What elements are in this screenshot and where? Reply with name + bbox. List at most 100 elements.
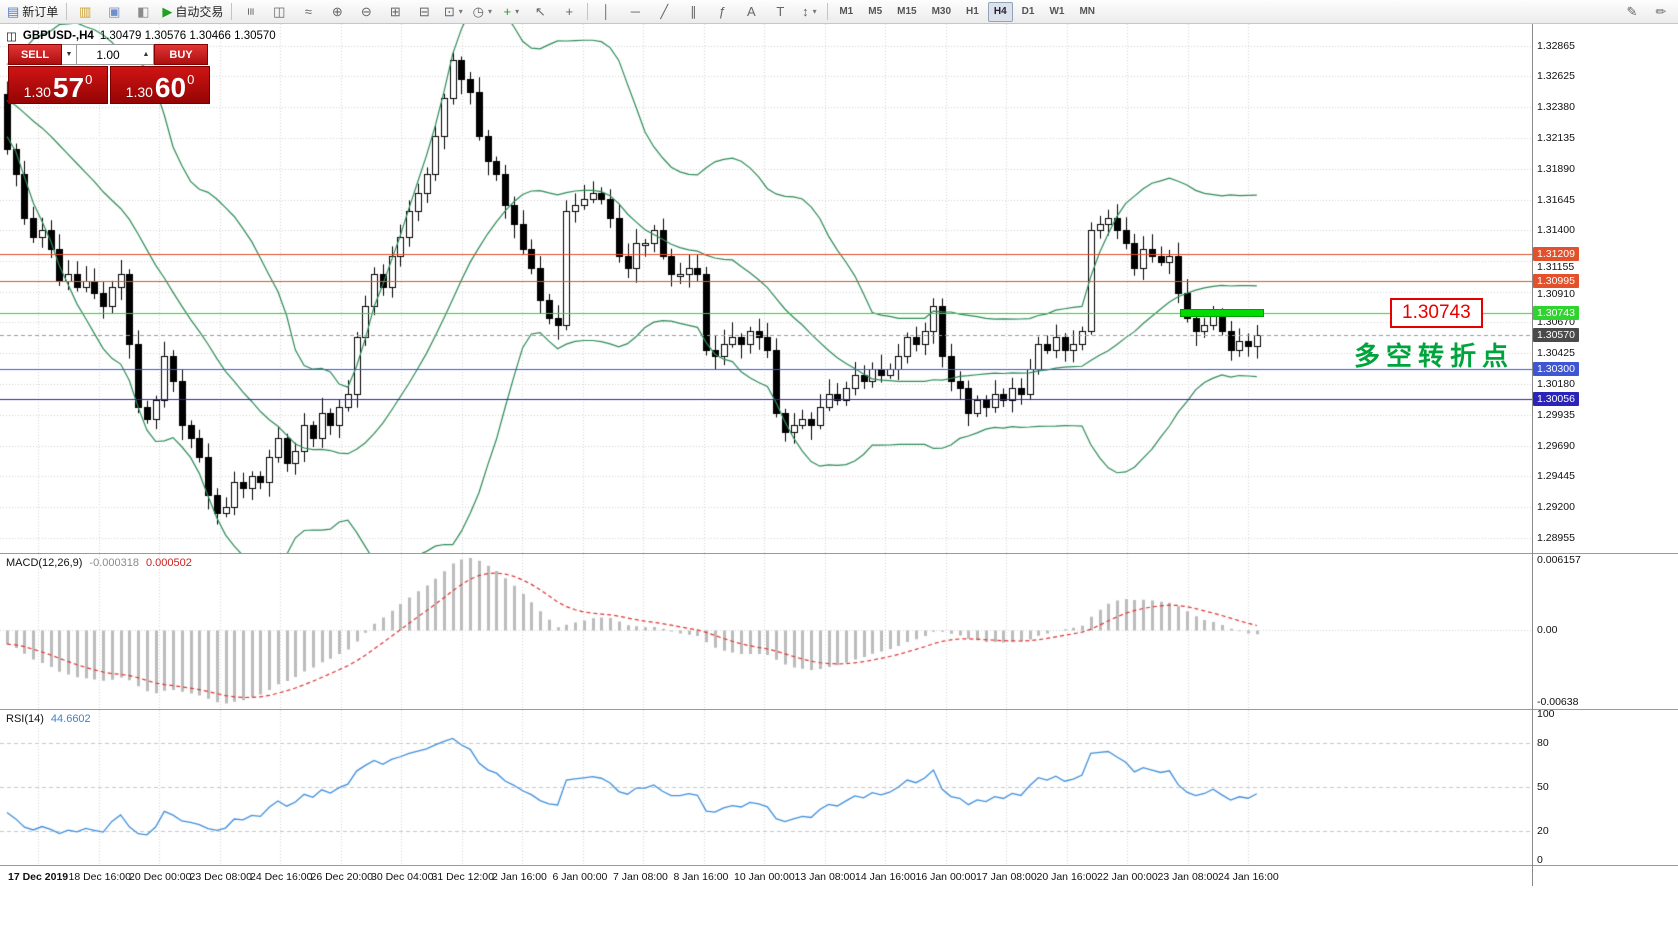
price-axis-label: 1.29445 xyxy=(1537,470,1575,483)
zoom-out-button[interactable]: ⊖ xyxy=(352,1,380,23)
timeframe-mn-button[interactable]: MN xyxy=(1079,6,1095,17)
pane-separator[interactable] xyxy=(0,553,1678,554)
rsi-scale-label: 50 xyxy=(1537,781,1549,793)
price-chart-canvas[interactable] xyxy=(0,24,1532,553)
new-order-button[interactable]: ▤ 新订单 xyxy=(3,1,62,23)
rsi-label: RSI(14) 44.6602 xyxy=(6,713,91,725)
toolbar-divider xyxy=(827,3,829,20)
one-click-trading-panel: SELL ▼ ▲ BUY 1.30 57 0 1.3 xyxy=(8,44,210,104)
highlight-tool-button[interactable]: ✏ xyxy=(1647,1,1675,23)
autotrading-button-label: 自动交易 xyxy=(175,5,224,19)
cursor-button[interactable]: ↖ xyxy=(526,1,554,23)
dropdown-arrow-icon: ▾ xyxy=(458,7,463,16)
price-axis-badge: 1.31209 xyxy=(1533,247,1579,262)
market-watch-icon-button[interactable]: ▥ xyxy=(71,1,99,23)
timeframe-m1-button[interactable]: M1 xyxy=(839,6,854,17)
time-axis-label: 22 Jan 00:00 xyxy=(1097,871,1158,883)
horizontal-line-button[interactable]: ─ xyxy=(621,1,649,23)
toolbar-divider xyxy=(231,3,233,20)
highlight-tool-icon: ✏ xyxy=(1655,4,1667,19)
indicators-button[interactable]: + ▾ xyxy=(497,1,525,23)
timeframe-w1-button[interactable]: W1 xyxy=(1049,6,1065,17)
turning-point-label[interactable]: 多空转折点 xyxy=(1354,341,1515,371)
timeframe-h4-button[interactable]: H4 xyxy=(987,1,1013,22)
shapes-button[interactable]: ↕ ▾ xyxy=(795,1,823,23)
chevron-up-icon: ▲ xyxy=(142,51,150,58)
price-chart-pane[interactable]: ◫ GBPUSD-,H4 1.30479 1.30576 1.30466 1.3… xyxy=(0,24,1678,553)
timeframe-m5-button[interactable]: M5 xyxy=(868,6,883,17)
dropdown-arrow-icon: ▾ xyxy=(812,7,817,16)
cascade-windows-icon: ⊟ xyxy=(418,4,430,19)
time-axis-label: 31 Dec 12:00 xyxy=(431,871,494,883)
timeframe-d1-button[interactable]: D1 xyxy=(1021,6,1035,17)
timeframe-m30-button[interactable]: M30 xyxy=(931,6,952,17)
pane-separator[interactable] xyxy=(0,709,1678,710)
price-axis-label: 1.31400 xyxy=(1537,224,1575,237)
tile-windows-icon: ⊞ xyxy=(389,4,401,19)
fibonacci-button[interactable]: ƒ xyxy=(708,1,736,23)
profiles-button[interactable]: ◷ ▾ xyxy=(468,1,496,23)
buy-button[interactable]: BUY xyxy=(154,44,208,65)
cursor-icon: ↖ xyxy=(534,4,546,19)
time-axis[interactable]: 17 Dec 2019 18 Dec 16:00 20 Dec 00:00 23 De… xyxy=(0,866,1678,896)
cascade-windows-button[interactable]: ⊟ xyxy=(410,1,438,23)
price-axis-label: 1.30910 xyxy=(1537,287,1575,300)
autotrading-button[interactable]: ▶ 自动交易 xyxy=(158,1,227,23)
main-toolbar: ▤ 新订单 ▥ ▣ ◧ ▶ 自动交易 ≡ ◫ ≈ ⊕ ⊖ ⊞ ⊟ ⊡ ▾ ◷ ▾ + ▾ ↖ + │ ─ ╱ ∥ ƒ A T ↕ ▾ M1 M5… xyxy=(0,0,1678,24)
navigator-icon-button[interactable]: ▣ xyxy=(100,1,128,23)
turning-point-highlight[interactable] xyxy=(1180,309,1264,317)
macd-pane[interactable]: MACD(12,26,9) -0.000318 0.000502 0.00615… xyxy=(0,554,1678,709)
toolbar-divider xyxy=(66,3,68,20)
rsi-name: RSI(14) xyxy=(6,713,44,725)
buy-price-prefix: 1.30 xyxy=(125,84,153,100)
pencil-tool-button[interactable]: ✎ xyxy=(1618,1,1646,23)
time-axis-label: 30 Dec 04:00 xyxy=(371,871,434,883)
time-axis-label: 23 Dec 08:00 xyxy=(189,871,252,883)
chart-symbol-period: GBPUSD-,H4 xyxy=(22,30,94,42)
sell-price-button[interactable]: 1.30 57 0 xyxy=(8,66,108,104)
text-label-button[interactable]: T xyxy=(766,1,794,23)
volume-input[interactable] xyxy=(77,45,139,64)
macd-scale-label: 0.006157 xyxy=(1537,554,1581,566)
time-axis-label: 18 Dec 16:00 xyxy=(68,871,131,883)
chart-icon: ◫ xyxy=(6,31,17,43)
rsi-canvas[interactable] xyxy=(0,710,1532,865)
bar-chart-icon: ≡ xyxy=(242,7,258,16)
dropdown-arrow-icon: ▾ xyxy=(515,7,520,16)
macd-canvas[interactable] xyxy=(0,554,1532,709)
trendline-button[interactable]: ╱ xyxy=(650,1,678,23)
time-axis-label: 24 Dec 16:00 xyxy=(250,871,313,883)
terminal-icon-button[interactable]: ◧ xyxy=(129,1,157,23)
line-chart-button[interactable]: ≈ xyxy=(294,1,322,23)
sell-button[interactable]: SELL xyxy=(8,44,62,65)
pane-separator[interactable] xyxy=(0,865,1678,866)
volume-up-button[interactable]: ▲ xyxy=(139,44,154,65)
text-button[interactable]: A xyxy=(737,1,765,23)
price-axis-label: 1.28955 xyxy=(1537,532,1575,544)
timeframe-m15-button[interactable]: M15 xyxy=(897,6,917,17)
zoom-in-icon: ⊕ xyxy=(331,4,343,19)
time-axis-label: 7 Jan 08:00 xyxy=(613,871,668,883)
timeframe-h1-button[interactable]: H1 xyxy=(966,6,979,17)
price-axis-label: 1.29935 xyxy=(1537,408,1575,421)
tile-windows-button[interactable]: ⊞ xyxy=(381,1,409,23)
vertical-line-button[interactable]: │ xyxy=(592,1,620,23)
horizontal-line-icon: ─ xyxy=(630,4,640,19)
price-scale-border xyxy=(1532,24,1533,886)
price-axis-label: 1.29690 xyxy=(1537,439,1575,452)
price-callout-box[interactable]: 1.30743 xyxy=(1390,298,1483,328)
rsi-scale-label: 20 xyxy=(1537,824,1549,837)
price-axis-label: 1.32625 xyxy=(1537,70,1575,83)
buy-price-button[interactable]: 1.30 60 0 xyxy=(110,66,210,104)
new-chart-button[interactable]: ⊡ ▾ xyxy=(439,1,467,23)
channel-button[interactable]: ∥ xyxy=(679,1,707,23)
candlestick-chart-button[interactable]: ◫ xyxy=(265,1,293,23)
crosshair-button[interactable]: + xyxy=(555,1,583,23)
time-axis-label: 17 Jan 08:00 xyxy=(976,871,1037,883)
zoom-in-button[interactable]: ⊕ xyxy=(323,1,351,23)
volume-down-button[interactable]: ▼ xyxy=(62,44,77,65)
text-icon: A xyxy=(746,4,756,19)
rsi-pane[interactable]: RSI(14) 44.6602 100 80 50 20 0 xyxy=(0,708,1678,866)
bar-chart-button[interactable]: ≡ xyxy=(236,1,264,23)
